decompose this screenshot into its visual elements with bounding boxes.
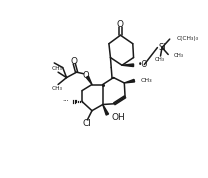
Polygon shape xyxy=(103,104,109,115)
Text: ···: ··· xyxy=(62,98,69,104)
Text: C(CH₃)₃: C(CH₃)₃ xyxy=(177,36,199,41)
Text: Cl: Cl xyxy=(83,119,92,128)
Text: CH₃: CH₃ xyxy=(155,57,165,62)
Text: CH₃: CH₃ xyxy=(174,53,184,58)
Polygon shape xyxy=(122,64,134,67)
Text: CH₃: CH₃ xyxy=(52,66,63,71)
Polygon shape xyxy=(86,76,92,85)
Text: CH₃: CH₃ xyxy=(140,78,152,83)
Text: OH: OH xyxy=(111,113,125,122)
Text: CH₃: CH₃ xyxy=(52,86,63,91)
Text: O: O xyxy=(117,20,124,29)
Text: O: O xyxy=(83,71,89,80)
Text: Si: Si xyxy=(158,43,166,52)
Text: •O: •O xyxy=(138,60,149,69)
Polygon shape xyxy=(124,79,135,83)
Text: O: O xyxy=(71,57,78,66)
